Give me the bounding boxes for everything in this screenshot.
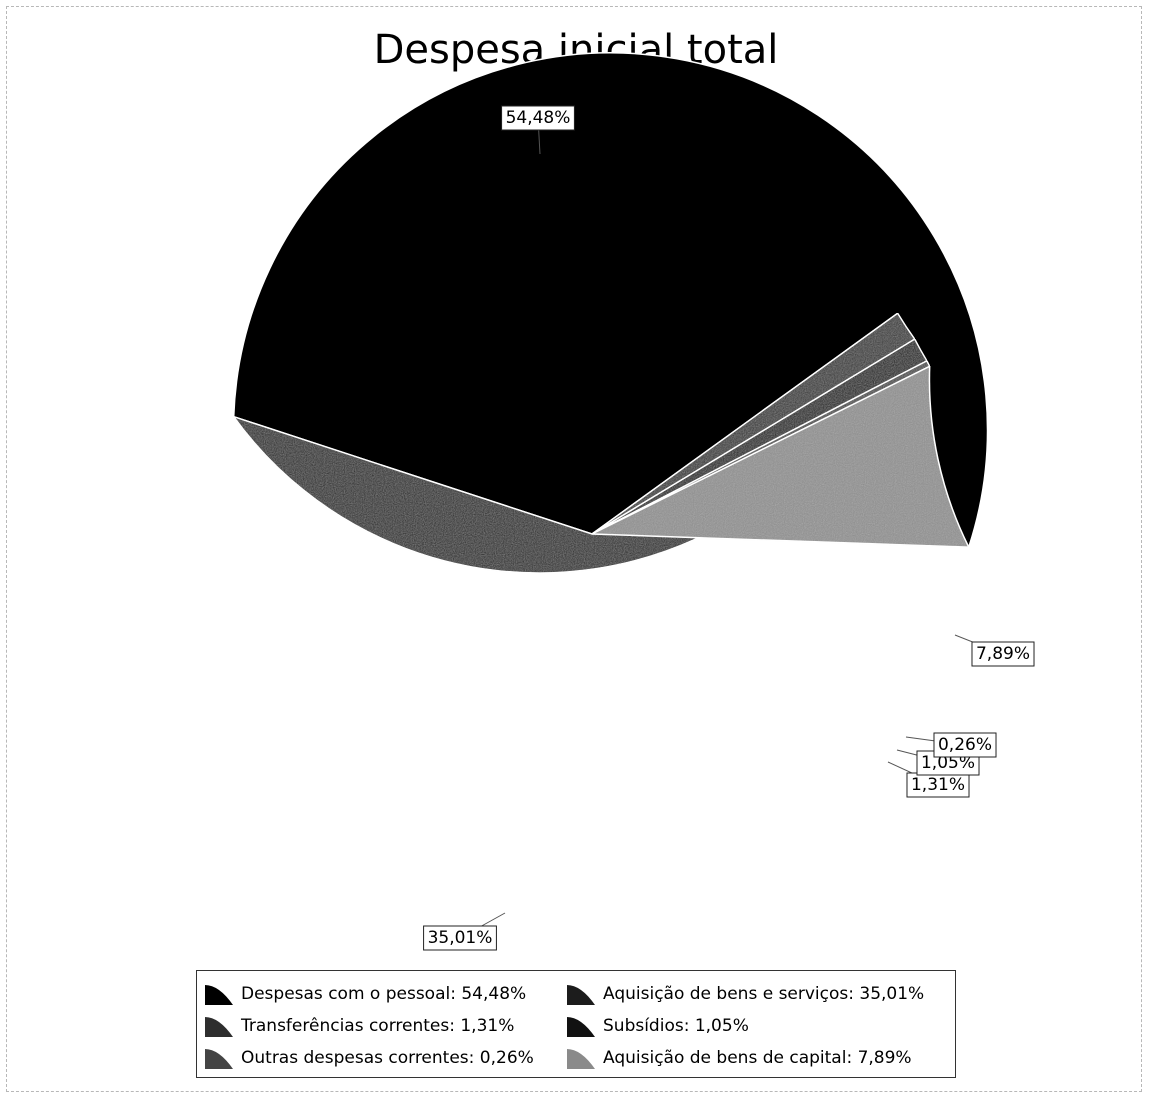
legend-entry-aquisicao-bens-servicos: Aquisição de bens e serviços: 35,01% [567, 981, 947, 1007]
legend-swatch-icon [205, 1049, 233, 1069]
legend-swatch-icon [567, 985, 595, 1005]
data-label-box-transferencias-correntes [906, 772, 970, 798]
legend-entry-despesas-pessoal: Despesas com o pessoal: 54,48% [205, 981, 567, 1007]
data-label-box-outras-despesas-correntes [933, 732, 997, 758]
legend-label: Despesas com o pessoal: 54,48% [241, 984, 527, 1004]
legend-entry-subsidios: Subsídios: 1,05% [567, 1013, 947, 1039]
legend-label: Aquisição de bens e serviços: 35,01% [603, 984, 925, 1004]
legend-label: Transferências correntes: 1,31% [241, 1016, 515, 1036]
data-label-aquisicao-bens-capital: 7,89% [976, 644, 1030, 664]
data-label-box-despesas-pessoal [501, 105, 575, 131]
legend-entry-transferencias-correntes: Transferências correntes: 1,31% [205, 1013, 567, 1039]
legend-swatch-icon [205, 985, 233, 1005]
pie-slice-aquisicao-bens-capital [591, 365, 971, 548]
chart-legend: Despesas com o pessoal: 54,48% Aquisição… [196, 970, 956, 1078]
legend-label: Subsídios: 1,05% [603, 1016, 749, 1036]
data-label-outras-despesas-correntes: 0,26% [938, 735, 992, 755]
legend-swatch-icon [567, 1017, 595, 1037]
legend-label: Aquisição de bens de capital: 7,89% [603, 1048, 912, 1068]
legend-label: Outras despesas correntes: 0,26% [241, 1048, 534, 1068]
data-label-box-aquisicao-bens-servicos [423, 925, 497, 951]
data-label-subsidios: 1,05% [921, 753, 975, 773]
data-label-box-aquisicao-bens-capital [971, 641, 1035, 667]
data-label-despesas-pessoal: 54,48% [506, 108, 571, 128]
legend-swatch-icon [205, 1017, 233, 1037]
data-label-transferencias-correntes: 1,31% [911, 775, 965, 795]
chart-frame [6, 6, 1142, 1092]
legend-entry-outras-despesas-correntes: Outras despesas correntes: 0,26% [205, 1045, 567, 1071]
legend-swatch-icon [567, 1049, 595, 1069]
data-label-aquisicao-bens-servicos: 35,01% [428, 928, 493, 948]
legend-entry-aquisicao-bens-capital: Aquisição de bens de capital: 7,89% [567, 1045, 947, 1071]
